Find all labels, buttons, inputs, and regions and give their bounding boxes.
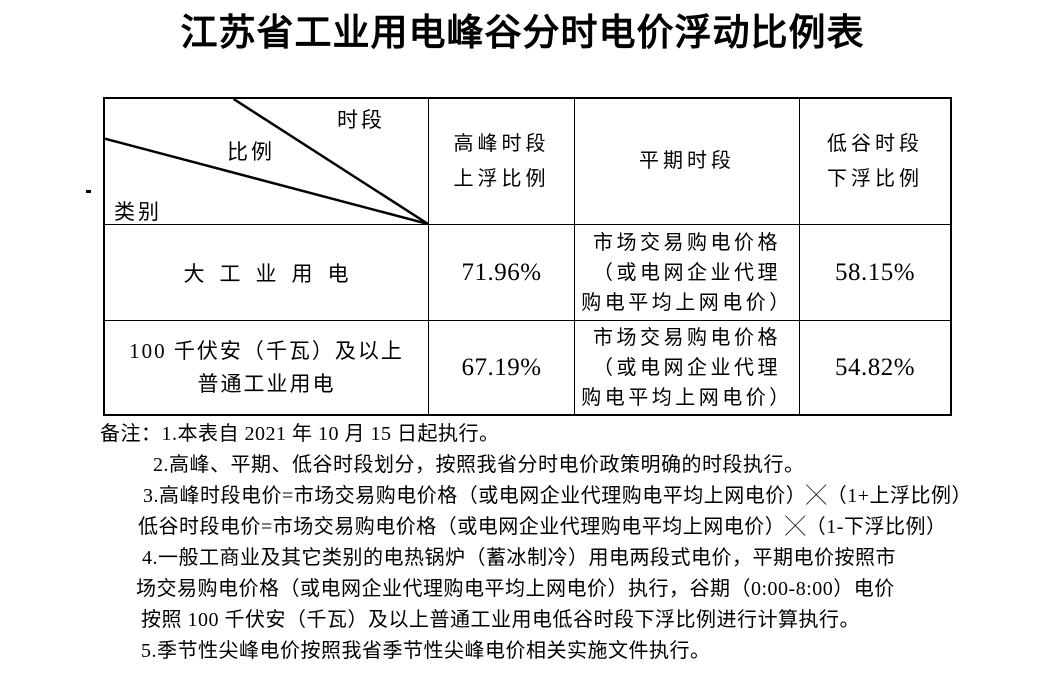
table-corner-cell: 时段 比例 类别 xyxy=(105,99,429,225)
page-title: 江苏省工业用电峰谷分时电价浮动比例表 xyxy=(180,12,865,53)
note-line: 4.一般工商业及其它类别的电热锅炉（蓄冰制冷）用电两段式电价，平期电价按照市 xyxy=(142,547,896,569)
peak-ratio-cell-row2: 67.19% xyxy=(429,321,575,414)
corner-label-ratio: 比例 xyxy=(227,140,275,164)
corner-label-time-period: 时段 xyxy=(337,108,385,132)
valley-ratio-cell-row2: 54.82% xyxy=(834,353,916,381)
note-line: 5.季节性尖峰电价按照我省季节性尖峰电价相关实施文件执行。 xyxy=(141,640,711,662)
flat-price-cell-row2: 市场交易购电价格 （或电网企业代理 购电平均上网电价） xyxy=(575,321,800,414)
note-line: 按照 100 千伏安（千瓦）及以上普通工业用电低谷时段下浮比例进行计算执行。 xyxy=(141,609,860,631)
peak-ratio-cell-row1: 71.96% xyxy=(429,225,575,321)
header-cell-valley: 低谷时段 下浮比例 xyxy=(800,99,950,225)
note-line: 备注：1.本表自 2021 年 10 月 15 日起执行。 xyxy=(100,423,500,445)
stray-mark xyxy=(86,190,91,193)
note-line: 场交易购电价格（或电网企业代理购电平均上网电价）执行，谷期（0:00-8:00）… xyxy=(136,578,895,600)
header-cell-peak: 高峰时段 上浮比例 xyxy=(429,99,575,225)
flat-price-cell-row1: 市场交易购电价格 （或电网企业代理 购电平均上网电价） xyxy=(575,225,800,321)
category-cell-row2: 100 千伏安（千瓦）及以上 普通工业用电 xyxy=(105,321,429,414)
header-cell-flat: 平期时段 xyxy=(575,99,800,225)
note-line: 2.高峰、平期、低谷时段划分，按照我省分时电价政策明确的时段执行。 xyxy=(153,454,805,476)
notes-block: 备注：1.本表自 2021 年 10 月 15 日起执行。 2.高峰、平期、低谷… xyxy=(100,419,1020,667)
note-line: 3.高峰时段电价=市场交易购电价格（或电网企业代理购电平均上网电价）╳（1+上浮… xyxy=(143,485,973,507)
corner-label-category: 类别 xyxy=(114,200,162,224)
category-cell-row1: 大工业用电 xyxy=(105,225,429,321)
diagonal-divider-icon xyxy=(105,99,428,224)
valley-ratio-cell-row1: 58.15% xyxy=(800,225,950,321)
price-table: 时段 比例 类别 高峰时段 上浮比例 平期时段 低谷时段 下浮比例 大工业用电 … xyxy=(103,97,952,416)
note-line: 低谷时段电价=市场交易购电价格（或电网企业代理购电平均上网电价）╳（1-下浮比例… xyxy=(138,516,947,538)
